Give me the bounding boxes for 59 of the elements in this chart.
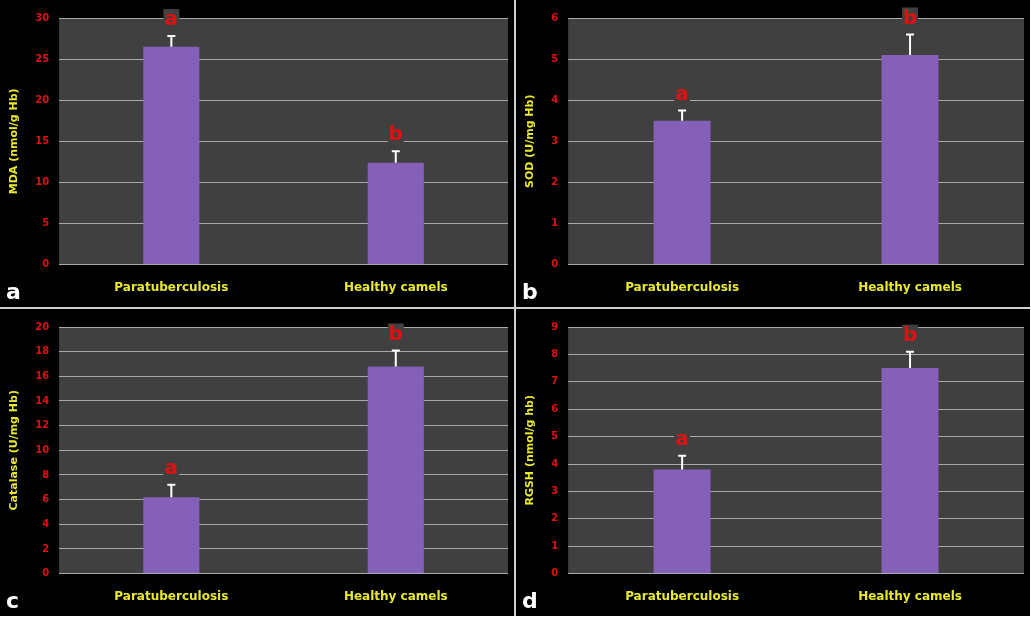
y-tick-label: 3: [551, 134, 559, 146]
y-tick-label: 2: [551, 175, 559, 187]
text: a: [6, 278, 21, 304]
y-tick-label: 20: [35, 320, 50, 332]
y-axis-title: SOD (U/mg Hb): [523, 94, 537, 189]
annotation: a: [675, 425, 689, 450]
y-tick-label: 1: [551, 217, 559, 229]
y-tick-label: 0: [551, 567, 559, 579]
y-tick-label: 12: [35, 419, 50, 431]
y-tick-label: 14: [35, 394, 50, 406]
y-tick-label: 6: [551, 402, 559, 414]
x-tick-label: Healthy camels: [343, 279, 448, 294]
y-tick-label: 6: [42, 493, 50, 505]
y-tick-label: 5: [551, 430, 559, 442]
y-tick-label: 8: [551, 347, 559, 359]
annotation: a: [164, 6, 179, 31]
annotation: b: [902, 321, 918, 346]
annotation: a: [164, 455, 179, 480]
y-tick-label: 2: [551, 512, 559, 524]
y-tick-label: 4: [551, 457, 559, 469]
y-tick-label: 16: [35, 369, 50, 381]
annotation: b: [388, 121, 403, 146]
y-tick-label: 8: [42, 468, 50, 480]
y-tick-label: 0: [551, 258, 559, 270]
y-tick-label: 4: [42, 517, 50, 529]
text: b: [522, 278, 538, 304]
annotation: b: [902, 4, 918, 29]
y-axis-title: MDA (nmol/g Hb): [7, 88, 21, 195]
annotation: a: [675, 80, 689, 105]
y-tick-label: 4: [551, 93, 559, 105]
y-tick-label: 0: [42, 567, 50, 579]
y-tick-label: 6: [551, 11, 559, 23]
y-tick-label: 1: [551, 539, 559, 551]
y-tick-label: 3: [551, 484, 559, 496]
y-axis-title: RGSH (nmol/g hb): [523, 395, 537, 506]
y-tick-label: 0: [42, 258, 50, 270]
x-tick-label: Paratuberculosis: [114, 588, 229, 603]
y-tick-label: 5: [551, 52, 559, 64]
y-axis-title: Catalase (U/mg Hb): [7, 390, 21, 511]
y-tick-label: 2: [42, 542, 50, 554]
text: d: [522, 587, 538, 613]
x-tick-label: Healthy camels: [858, 279, 962, 294]
text: c: [6, 587, 20, 613]
y-tick-label: 10: [35, 175, 50, 187]
y-tick-label: 25: [35, 52, 50, 64]
y-tick-label: 9: [551, 320, 559, 332]
x-tick-label: Paratuberculosis: [625, 279, 740, 294]
y-tick-label: 5: [42, 217, 50, 229]
y-tick-label: 20: [35, 93, 50, 105]
y-tick-label: 15: [35, 134, 50, 146]
y-tick-label: 18: [35, 345, 50, 357]
y-tick-label: 30: [35, 11, 50, 23]
annotation: b: [388, 320, 403, 345]
x-tick-label: Paratuberculosis: [114, 279, 229, 294]
x-tick-label: Healthy camels: [343, 588, 448, 603]
y-tick-label: 7: [551, 375, 559, 387]
x-tick-label: Healthy camels: [858, 588, 962, 603]
y-tick-label: 10: [35, 443, 50, 455]
x-tick-label: Paratuberculosis: [625, 588, 740, 603]
